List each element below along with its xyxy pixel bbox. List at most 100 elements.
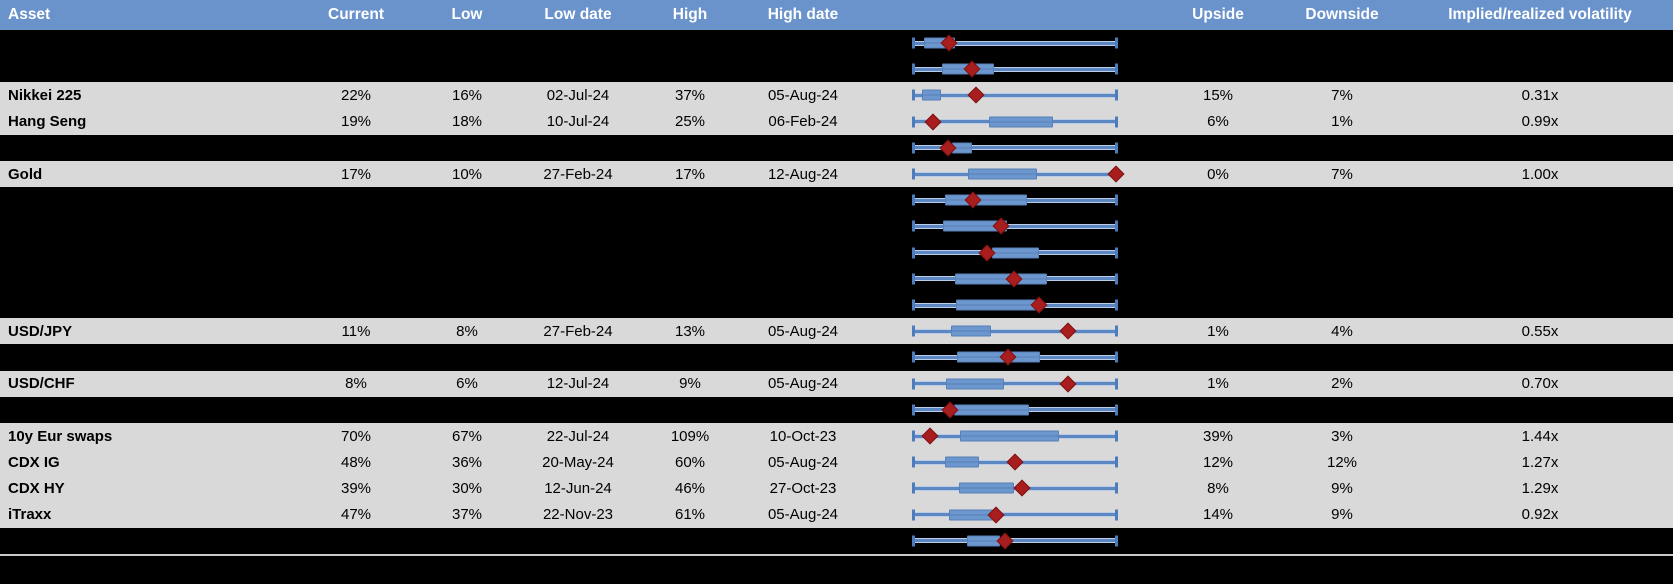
range-box	[955, 299, 1038, 311]
column-header-current: Current	[328, 6, 384, 23]
table-row-hidden	[0, 213, 1673, 240]
whisker-cap-right	[1115, 378, 1118, 390]
asset-label: CDX HY	[8, 479, 65, 497]
high-value: 60%	[674, 453, 706, 471]
implied-realized-value: 1.29x	[1521, 479, 1559, 497]
upside-value: 39%	[1202, 427, 1234, 445]
current-marker-diamond	[1059, 375, 1077, 393]
high-value: 109%	[670, 427, 710, 445]
range-plot	[912, 292, 1118, 318]
range-plot	[912, 135, 1118, 161]
table-row-hidden	[0, 239, 1673, 266]
whisker-line	[913, 328, 1117, 334]
high-date-value: 05-Aug-24	[767, 86, 839, 104]
range-box	[953, 404, 1029, 416]
whisker-cap-right	[1115, 247, 1118, 259]
whisker-cap-left	[912, 142, 915, 154]
whisker-cap-right	[1115, 456, 1118, 468]
range-plot	[912, 449, 1118, 475]
downside-value: 7%	[1331, 86, 1353, 104]
whisker-line	[913, 145, 1117, 151]
high-value: 61%	[674, 506, 706, 524]
whisker-cap-left	[912, 482, 915, 494]
implied-realized-value: 1.27x	[1521, 453, 1559, 471]
range-box	[968, 168, 1038, 180]
current-marker-diamond	[921, 427, 938, 445]
table-row-hidden	[0, 292, 1673, 319]
range-plot	[912, 82, 1118, 108]
range-plot	[912, 240, 1118, 266]
low-date-value: 12-Jun-24	[544, 479, 612, 497]
current-marker-diamond	[967, 86, 985, 104]
whisker-cap-left	[912, 404, 915, 416]
range-box	[988, 116, 1053, 128]
current-value: 47%	[340, 506, 372, 524]
downside-value: 3%	[1331, 427, 1353, 445]
table-row: iTraxx 47% 37% 22-Nov-23 61% 05-Aug-24 14% 9% 0.…	[0, 501, 1673, 528]
whisker-cap-left	[912, 247, 915, 259]
upside-value: 1%	[1207, 322, 1229, 340]
range-plot	[912, 213, 1118, 239]
current-value: 11%	[341, 322, 371, 340]
whisker-cap-right	[1115, 482, 1118, 494]
whisker-cap-left	[912, 299, 915, 311]
downside-value: 9%	[1331, 506, 1353, 524]
whisker-cap-right	[1115, 325, 1118, 337]
implied-realized-value: 1.00x	[1521, 165, 1559, 183]
current-marker-diamond	[1013, 479, 1031, 497]
whisker-cap-right	[1115, 37, 1118, 49]
upside-value: 6%	[1207, 113, 1229, 131]
asset-label: CDX IG	[8, 453, 60, 471]
low-value: 8%	[456, 322, 478, 340]
range-plot	[912, 187, 1118, 213]
whisker-cap-left	[912, 509, 915, 521]
asset-label: 10y Eur swaps	[8, 427, 113, 445]
low-date-value: 22-Nov-23	[542, 506, 614, 524]
upside-value: 14%	[1202, 506, 1234, 524]
upside-value: 12%	[1202, 453, 1234, 471]
whisker-line	[913, 381, 1117, 387]
downside-value: 2%	[1331, 375, 1353, 393]
low-value: 36%	[451, 453, 483, 471]
whisker-cap-left	[912, 63, 915, 75]
high-value: 25%	[674, 113, 706, 131]
range-plot	[912, 397, 1118, 423]
whisker-cap-right	[1115, 194, 1118, 206]
low-date-value: 02-Jul-24	[546, 86, 610, 104]
low-value: 37%	[451, 506, 483, 524]
whisker-line	[913, 223, 1117, 229]
range-plot	[912, 502, 1118, 528]
asset-label: iTraxx	[8, 506, 52, 524]
current-value: 19%	[340, 113, 372, 131]
range-plot	[912, 318, 1118, 344]
implied-realized-value: 0.99x	[1521, 113, 1559, 131]
high-date-value: 12-Aug-24	[767, 165, 839, 183]
current-marker-diamond	[1059, 322, 1077, 340]
whisker-cap-left	[912, 116, 915, 128]
whisker-cap-left	[912, 456, 915, 468]
whisker-line	[913, 40, 1117, 46]
table-row: Gold 17% 10% 27-Feb-24 17% 12-Aug-24 0% 7% 1.00x	[0, 161, 1673, 188]
range-plot	[912, 30, 1118, 56]
range-box	[967, 535, 1001, 547]
range-box	[958, 482, 1014, 494]
range-plot	[912, 56, 1118, 82]
current-marker-diamond	[924, 113, 942, 131]
high-value: 37%	[674, 86, 706, 104]
range-box	[945, 456, 980, 468]
column-header-asset: Asset	[8, 6, 51, 23]
table-row: USD/JPY 11% 8% 27-Feb-24 13% 05-Aug-24 1% 4% 0.5…	[0, 318, 1673, 345]
range-box	[945, 194, 1027, 206]
table-row-hidden	[0, 56, 1673, 83]
implied-realized-value: 1.44x	[1521, 427, 1559, 445]
range-box	[946, 378, 1004, 390]
whisker-line	[913, 92, 1117, 98]
high-value: 17%	[674, 165, 706, 183]
whisker-cap-left	[912, 220, 915, 232]
implied-realized-value: 0.70x	[1521, 375, 1559, 393]
upside-value: 1%	[1207, 375, 1229, 393]
high-date-value: 05-Aug-24	[767, 375, 839, 393]
low-value: 30%	[451, 479, 483, 497]
column-header-upside: Upside	[1192, 6, 1244, 23]
low-date-value: 27-Feb-24	[543, 322, 613, 340]
